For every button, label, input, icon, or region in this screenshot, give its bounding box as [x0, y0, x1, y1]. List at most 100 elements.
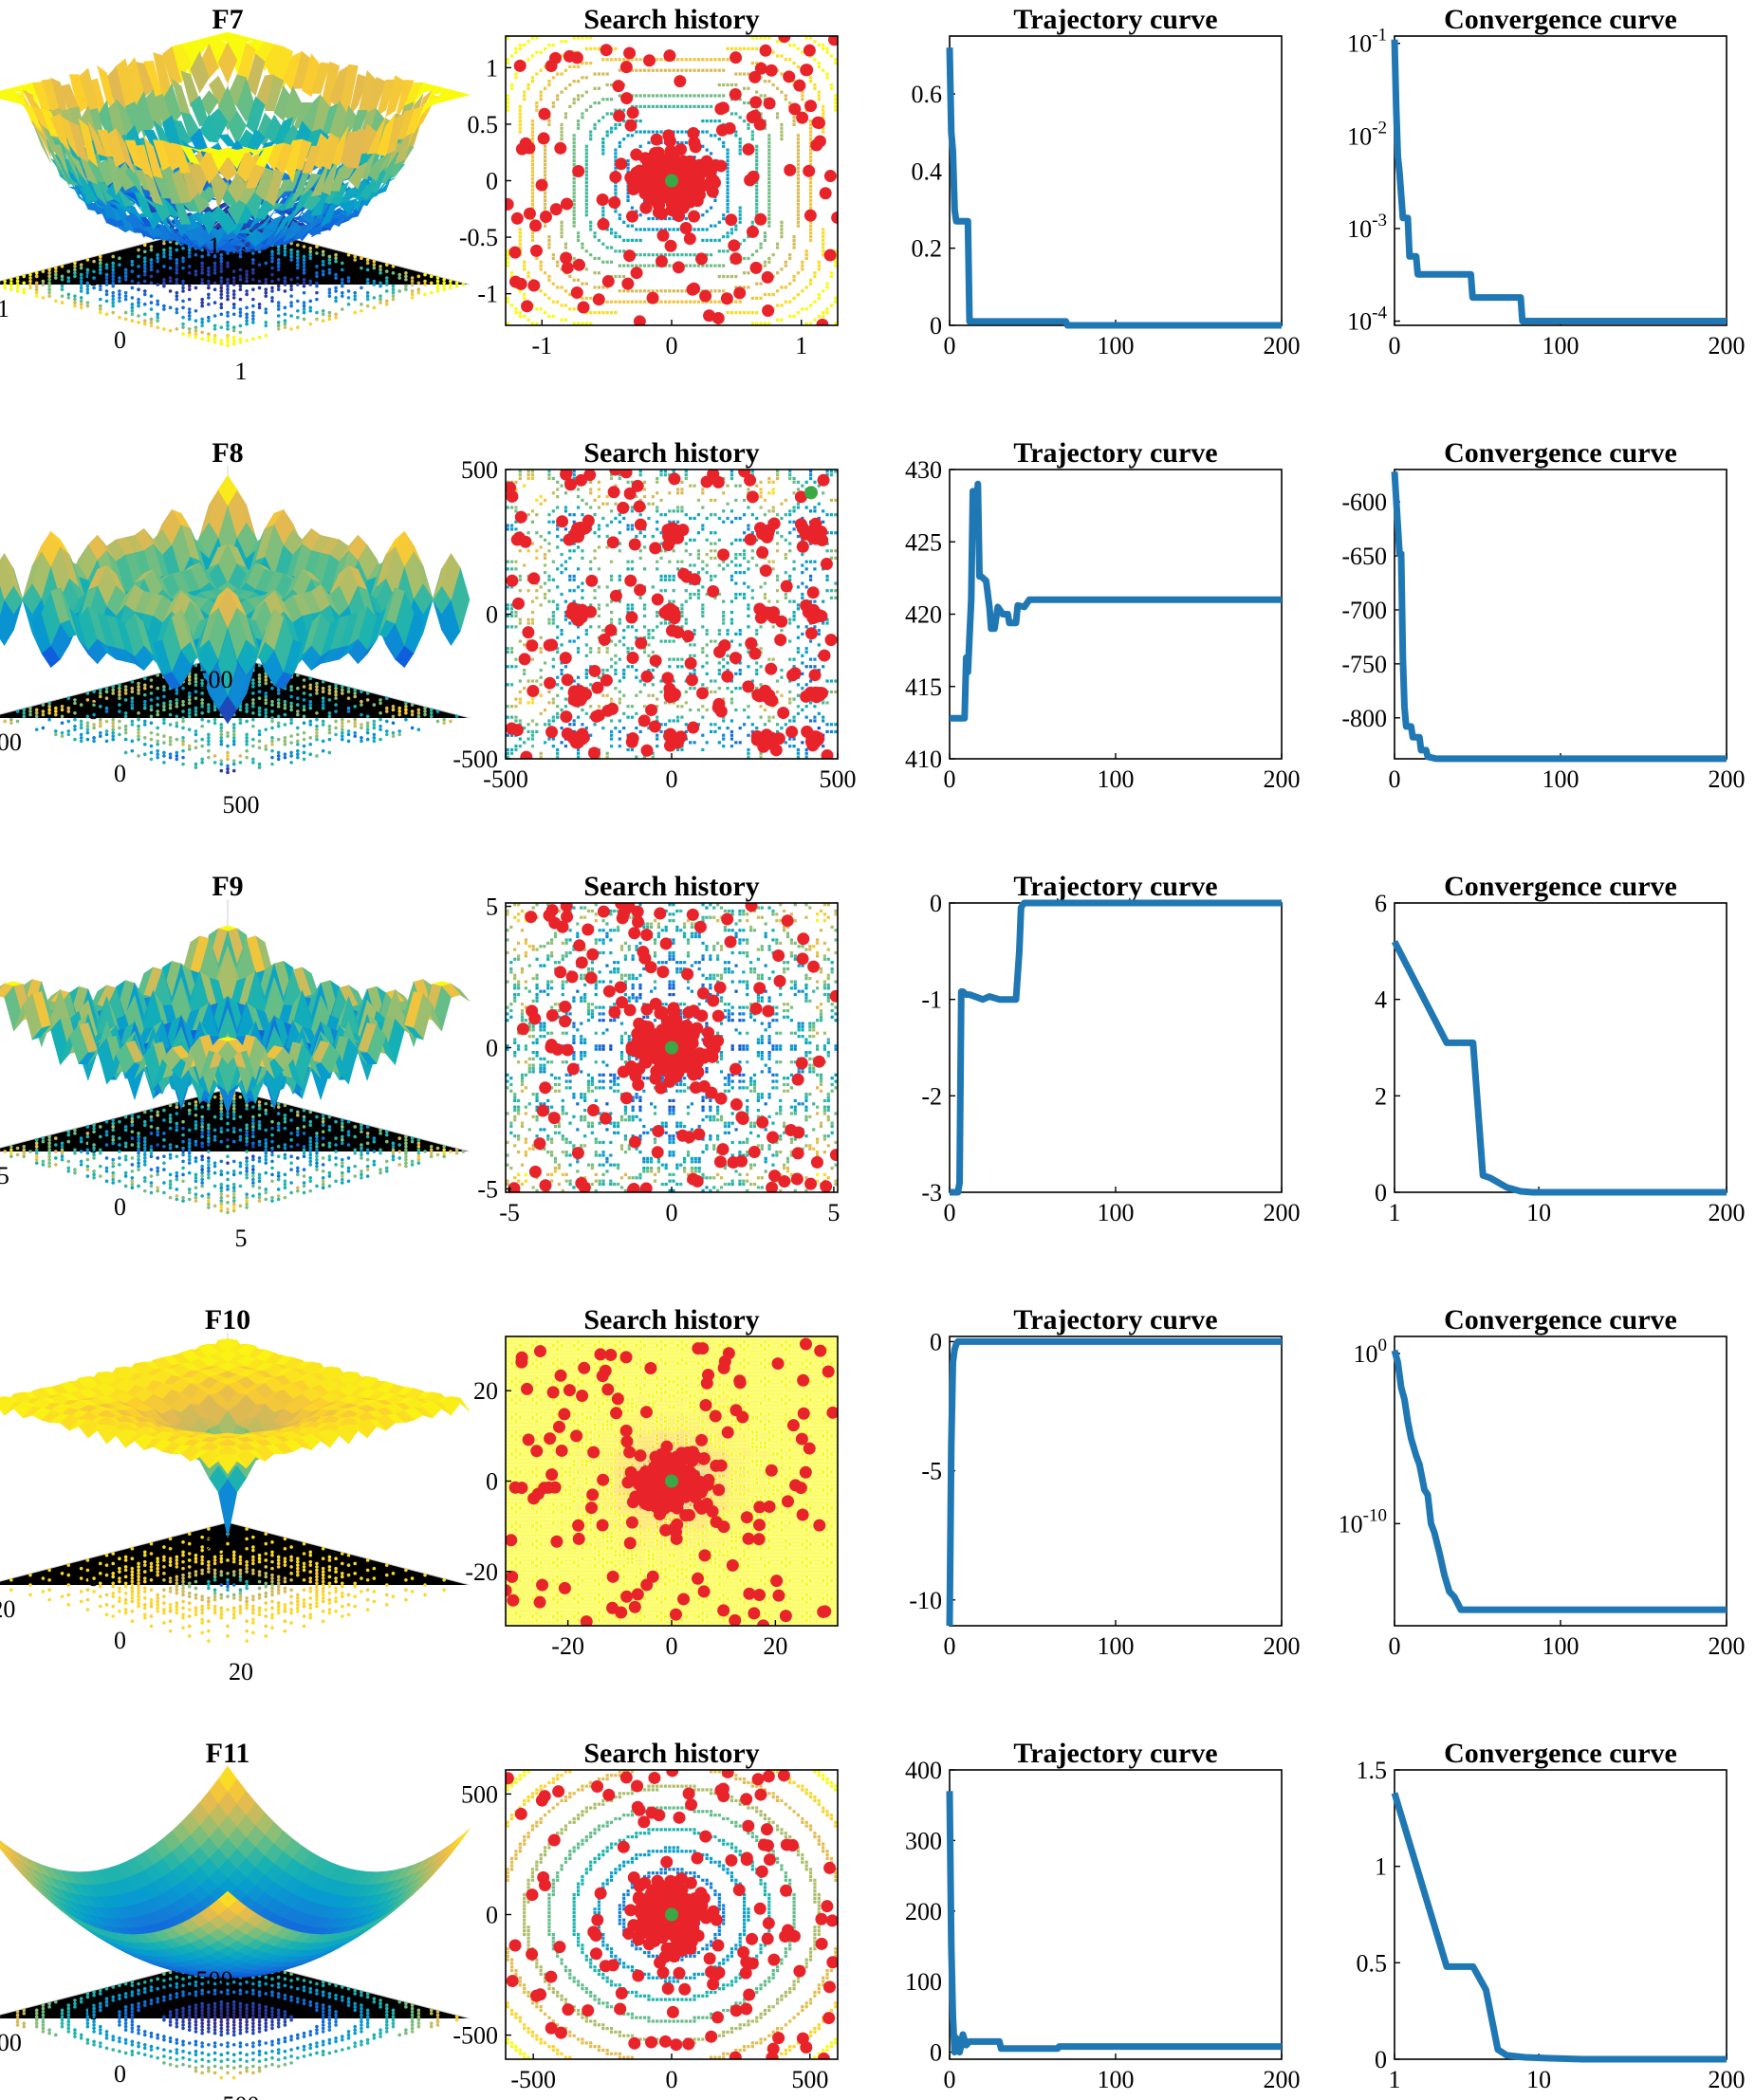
surface-floor-contour [162, 241, 166, 246]
history-contour-cell [647, 68, 651, 72]
history-title: Search history [583, 4, 759, 35]
history-contour-cell [730, 46, 734, 50]
history-contour-cell [738, 242, 742, 246]
surface-floor-contour [15, 709, 20, 713]
history-contour-cell [584, 144, 588, 148]
history-contour-cell [572, 278, 576, 282]
surface-floor-contour [92, 259, 96, 264]
history-contour-cell [518, 679, 522, 683]
history-search-point [560, 251, 573, 265]
history-contour-cell [523, 484, 526, 488]
surface-floor-contour [379, 294, 382, 298]
history-contour-cell [834, 264, 838, 267]
surface-floor-contour [111, 685, 116, 689]
surface-floor-contour [270, 249, 274, 254]
surface-floor-contour [168, 752, 173, 757]
surface-floor-contour [353, 290, 358, 295]
history-contour-cell [576, 585, 581, 589]
history-contour-cell [829, 274, 834, 279]
history-contour-cell [560, 571, 563, 575]
surface-floor-contour [264, 691, 268, 695]
surface-floor-contour [264, 323, 268, 328]
history-y-tick: 0 [486, 168, 498, 195]
history-contour-cell [750, 322, 754, 325]
history-contour-cell [593, 234, 597, 239]
surface-floor-contour [66, 279, 71, 284]
history-contour-cell [638, 228, 642, 231]
surface-floor-contour [251, 698, 255, 702]
history-contour-cell [689, 68, 693, 72]
surface-floor-contour [346, 729, 351, 733]
surface-y-tick: 1 [209, 232, 221, 260]
history-search-point [527, 279, 541, 292]
history-contour-cell [767, 260, 771, 264]
surface-floor-contour [327, 267, 332, 272]
history-content [506, 36, 838, 325]
history-contour-cell [560, 228, 563, 231]
surface-floor-contour [181, 736, 185, 740]
history-contour-cell [742, 286, 747, 289]
surface-floor-contour [123, 277, 128, 282]
surface-floor-contour [162, 265, 166, 268]
history-search-point [679, 222, 693, 235]
surface-floor-contour [15, 286, 20, 290]
history-contour-cell [635, 228, 638, 231]
history-contour-cell [618, 68, 621, 72]
history-contour-cell [742, 311, 747, 315]
surface-floor-contour [264, 728, 268, 731]
history-contour-cell [514, 747, 518, 752]
history-contour-cell [518, 289, 522, 293]
history-contour-cell [622, 289, 626, 293]
surface-floor-contour [449, 286, 453, 290]
surface-floor-contour [22, 287, 27, 292]
surface-floor-contour [296, 755, 300, 760]
surface-floor-contour [187, 317, 192, 322]
history-contour-cell [808, 220, 813, 224]
surface-floor-contour [187, 714, 192, 719]
history-contour-cell [535, 36, 539, 40]
surface-floor-contour [296, 703, 300, 707]
history-contour-cell [734, 224, 738, 228]
history-contour-cell [747, 271, 750, 275]
history-contour-cell [775, 40, 780, 44]
surface-patch [208, 39, 229, 70]
surface-floor-contour [384, 719, 389, 724]
history-contour-cell [701, 213, 705, 217]
history-contour-cell [509, 54, 514, 58]
surface-floor-contour [34, 271, 39, 275]
history-contour-cell [556, 607, 560, 611]
surface-floor-contour [296, 266, 300, 270]
history-contour-cell [560, 484, 563, 488]
trajectory-x-tick: 200 [1264, 332, 1301, 359]
history-contour-cell [801, 267, 804, 271]
surface-floor-contour [175, 294, 179, 298]
surface-floor-contour [212, 327, 217, 331]
surface-floor-contour [245, 269, 249, 273]
history-contour-cell [609, 83, 614, 87]
history-contour-cell [556, 527, 560, 531]
surface-floor-contour [372, 739, 377, 744]
surface-y-tick: 0 [87, 697, 100, 725]
surface-floor-contour [137, 301, 140, 304]
history-contour-cell [759, 36, 763, 40]
history-contour-cell [717, 58, 721, 62]
convergence-x-tick: 0 [1389, 332, 1401, 359]
surface-floor-contour [130, 308, 135, 313]
surface-floor-contour [360, 308, 363, 313]
surface-floor-contour [372, 279, 377, 284]
surface-floor-contour [142, 303, 147, 306]
history-contour-cell [784, 286, 787, 289]
surface-floor-contour [315, 728, 319, 731]
surface-patch [273, 178, 294, 204]
surface-floor-contour [194, 335, 198, 340]
surface-floor-contour [391, 287, 396, 292]
surface-floor-contour [73, 737, 77, 742]
history-contour-cell [563, 567, 568, 571]
history-contour-cell [530, 119, 535, 123]
surface-patch [4, 553, 24, 601]
history-contour-cell [808, 238, 813, 243]
surface-floor-contour [219, 736, 224, 740]
surface-floor-contour [137, 734, 140, 738]
surface-floor-contour [219, 266, 224, 270]
surface-floor-contour [276, 314, 281, 318]
